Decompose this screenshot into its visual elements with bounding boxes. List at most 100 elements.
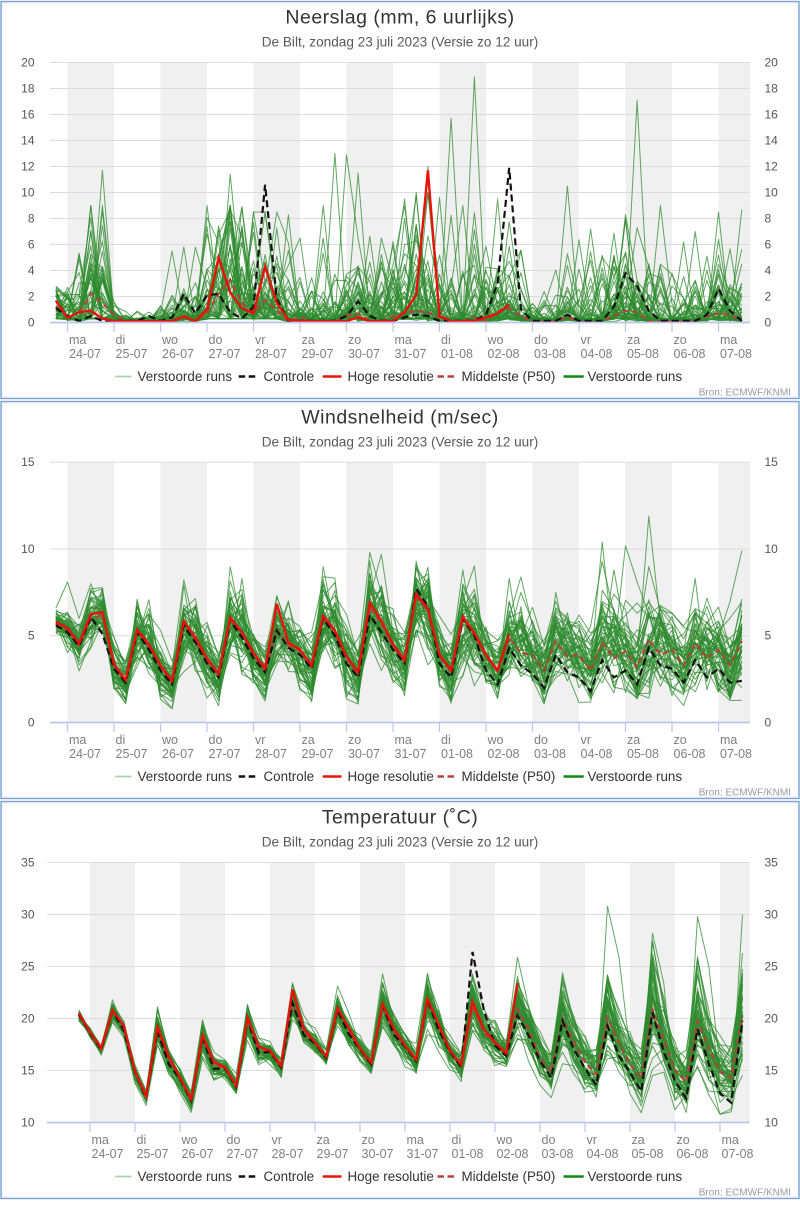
svg-text:25: 25 <box>765 959 779 973</box>
svg-text:Bron: ECMWF/KNMI: Bron: ECMWF/KNMI <box>699 788 791 799</box>
svg-text:29-07: 29-07 <box>302 347 334 361</box>
svg-text:28-07: 28-07 <box>255 347 287 361</box>
svg-text:28-07: 28-07 <box>272 1147 304 1161</box>
svg-text:10: 10 <box>21 1115 35 1129</box>
svg-text:02-08: 02-08 <box>488 347 520 361</box>
svg-text:04-08: 04-08 <box>581 347 613 361</box>
svg-text:25: 25 <box>21 959 35 973</box>
svg-text:8: 8 <box>28 211 35 225</box>
svg-text:04-08: 04-08 <box>587 1147 619 1161</box>
svg-text:6: 6 <box>28 237 35 251</box>
svg-text:05-08: 05-08 <box>632 1147 664 1161</box>
svg-text:02-08: 02-08 <box>488 747 520 761</box>
svg-text:wo: wo <box>487 333 504 347</box>
svg-text:05-08: 05-08 <box>627 347 659 361</box>
svg-text:za: za <box>317 1133 330 1147</box>
svg-text:26-07: 26-07 <box>182 1147 214 1161</box>
svg-text:04-08: 04-08 <box>581 747 613 761</box>
svg-text:18: 18 <box>21 81 35 95</box>
svg-text:30-07: 30-07 <box>362 1147 394 1161</box>
svg-text:di: di <box>116 733 126 747</box>
svg-text:ma: ma <box>722 1133 739 1147</box>
svg-text:zo: zo <box>348 333 361 347</box>
svg-text:Temperatuur (˚C): Temperatuur (˚C) <box>322 807 478 829</box>
svg-text:01-08: 01-08 <box>452 1147 484 1161</box>
svg-text:wo: wo <box>161 733 178 747</box>
svg-text:30-07: 30-07 <box>348 747 380 761</box>
svg-text:za: za <box>302 733 315 747</box>
svg-text:ma: ma <box>69 333 86 347</box>
svg-text:di: di <box>116 333 126 347</box>
svg-text:27-07: 27-07 <box>227 1147 259 1161</box>
svg-text:za: za <box>627 333 640 347</box>
svg-text:do: do <box>542 1133 556 1147</box>
svg-text:07-08: 07-08 <box>722 1147 754 1161</box>
svg-text:6: 6 <box>765 237 772 251</box>
svg-text:8: 8 <box>765 211 772 225</box>
svg-text:31-07: 31-07 <box>395 347 427 361</box>
svg-text:27-07: 27-07 <box>209 347 241 361</box>
svg-text:vr: vr <box>581 733 591 747</box>
svg-text:01-08: 01-08 <box>441 747 473 761</box>
svg-text:10: 10 <box>765 1115 779 1129</box>
svg-text:Bron: ECMWF/KNMI: Bron: ECMWF/KNMI <box>699 388 791 399</box>
svg-text:14: 14 <box>21 133 35 147</box>
svg-text:0: 0 <box>765 715 772 729</box>
svg-text:Bron: ECMWF/KNMI: Bron: ECMWF/KNMI <box>699 1188 791 1199</box>
svg-text:2: 2 <box>765 289 772 303</box>
svg-text:24-07: 24-07 <box>69 747 101 761</box>
svg-text:0: 0 <box>28 715 35 729</box>
svg-text:35: 35 <box>21 855 35 869</box>
svg-text:20: 20 <box>765 55 779 69</box>
svg-text:20: 20 <box>765 1011 779 1025</box>
svg-text:31-07: 31-07 <box>407 1147 439 1161</box>
svg-text:vr: vr <box>581 333 591 347</box>
svg-text:15: 15 <box>21 1063 35 1077</box>
svg-text:vr: vr <box>272 1133 282 1147</box>
svg-text:vr: vr <box>255 333 265 347</box>
svg-text:15: 15 <box>765 1063 779 1077</box>
svg-text:vr: vr <box>255 733 265 747</box>
svg-text:06-08: 06-08 <box>674 747 706 761</box>
svg-text:vr: vr <box>587 1133 597 1147</box>
svg-text:Middelste (P50): Middelste (P50) <box>462 769 556 784</box>
svg-text:Verstoorde runs: Verstoorde runs <box>588 1169 683 1184</box>
svg-text:07-08: 07-08 <box>720 747 752 761</box>
svg-text:30: 30 <box>21 907 35 921</box>
svg-text:Controle: Controle <box>264 1169 315 1184</box>
svg-text:ma: ma <box>69 733 86 747</box>
svg-text:do: do <box>209 733 223 747</box>
svg-text:29-07: 29-07 <box>317 1147 349 1161</box>
svg-text:wo: wo <box>181 1133 198 1147</box>
svg-text:12: 12 <box>21 159 35 173</box>
svg-text:do: do <box>534 733 548 747</box>
svg-text:De Bilt, zondag 23 juli 2023 (: De Bilt, zondag 23 juli 2023 (Versie zo … <box>262 35 539 50</box>
svg-text:26-07: 26-07 <box>162 347 194 361</box>
svg-text:25-07: 25-07 <box>116 347 148 361</box>
svg-text:07-08: 07-08 <box>720 347 752 361</box>
svg-text:27-07: 27-07 <box>209 747 241 761</box>
svg-text:wo: wo <box>487 733 504 747</box>
svg-text:20: 20 <box>21 1011 35 1025</box>
svg-text:0: 0 <box>765 315 772 329</box>
svg-text:02-08: 02-08 <box>497 1147 529 1161</box>
svg-text:18: 18 <box>765 81 779 95</box>
svg-text:ma: ma <box>407 1133 424 1147</box>
svg-text:Hoge resolutie: Hoge resolutie <box>348 1169 434 1184</box>
svg-text:Controle: Controle <box>264 769 315 784</box>
svg-text:16: 16 <box>21 107 35 121</box>
svg-text:do: do <box>534 333 548 347</box>
svg-text:ma: ma <box>395 733 412 747</box>
svg-text:31-07: 31-07 <box>395 747 427 761</box>
svg-text:Windsnelheid (m/sec): Windsnelheid (m/sec) <box>301 407 498 429</box>
svg-text:Middelste (P50): Middelste (P50) <box>462 369 556 384</box>
svg-text:03-08: 03-08 <box>534 747 566 761</box>
svg-text:zo: zo <box>674 333 687 347</box>
svg-text:03-08: 03-08 <box>534 347 566 361</box>
svg-text:do: do <box>209 333 223 347</box>
svg-text:ma: ma <box>720 733 737 747</box>
svg-text:2: 2 <box>28 289 35 303</box>
svg-text:03-08: 03-08 <box>542 1147 574 1161</box>
svg-text:di: di <box>441 733 451 747</box>
svg-text:24-07: 24-07 <box>92 1147 124 1161</box>
